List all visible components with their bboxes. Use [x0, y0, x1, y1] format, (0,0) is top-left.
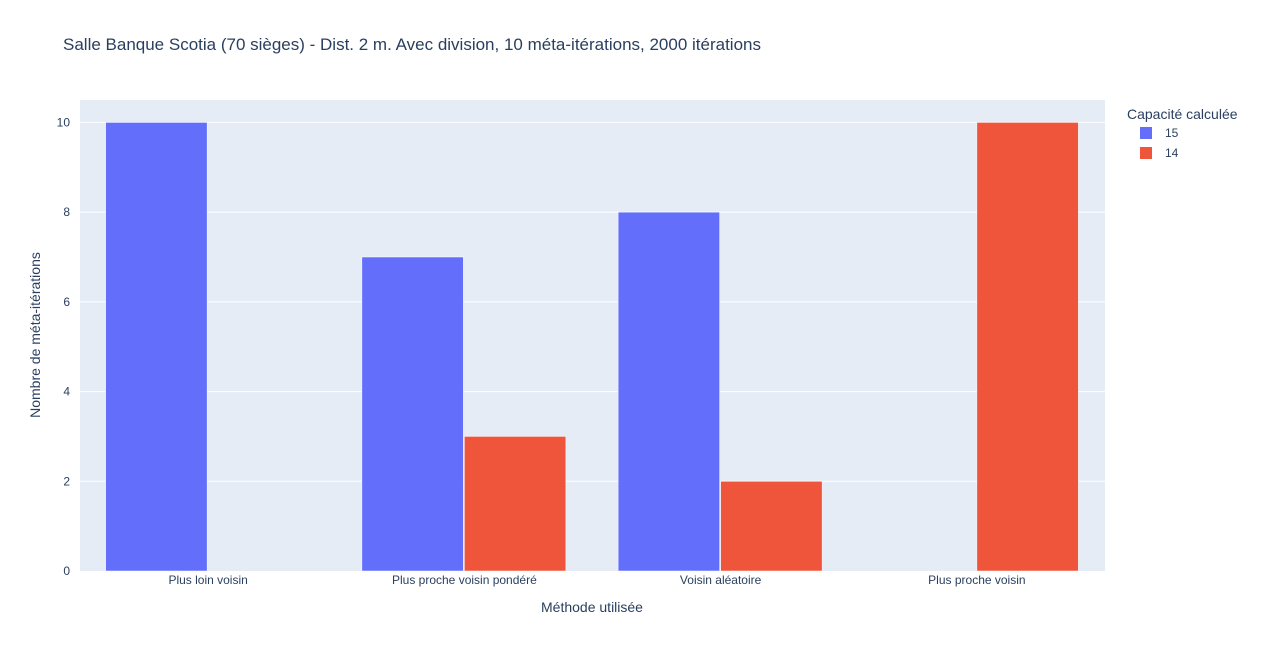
bar-series-15-0[interactable] [105, 122, 208, 572]
legend-swatch-14[interactable] [1140, 147, 1152, 159]
x-axis-ticks: Plus loin voisin Plus proche voisin pondé… [168, 573, 1025, 587]
x-axis-title: Méthode utilisée [541, 599, 643, 615]
legend-label-15[interactable]: 15 [1165, 126, 1179, 140]
chart-title: Salle Banque Scotia (70 sièges) - Dist. … [63, 35, 761, 54]
y-tick-label: 10 [57, 115, 71, 129]
gridlines [80, 121, 1105, 482]
bar-series-15-1[interactable] [361, 256, 464, 572]
bar-series-14-3[interactable] [976, 122, 1079, 572]
x-tick-label: Plus loin voisin [168, 573, 247, 587]
bars [105, 122, 1079, 572]
bar-series-14-2[interactable] [720, 481, 823, 572]
plot-area [80, 100, 1105, 571]
y-tick-label: 2 [63, 474, 70, 488]
x-tick-label: Voisin aléatoire [680, 573, 762, 587]
bar-series-14-1[interactable] [464, 436, 567, 572]
legend-swatch-15[interactable] [1140, 127, 1152, 139]
legend-label-14[interactable]: 14 [1165, 146, 1179, 160]
legend-title: Capacité calculée [1127, 106, 1238, 122]
y-tick-label: 8 [63, 205, 70, 219]
y-axis-ticks: 0 2 4 6 8 10 [57, 115, 71, 578]
bar-series-15-2[interactable] [617, 211, 720, 572]
legend: Capacité calculée 15 14 [1127, 106, 1238, 160]
y-tick-label: 6 [63, 295, 70, 309]
x-tick-label: Plus proche voisin [928, 573, 1025, 587]
y-tick-label: 4 [63, 385, 70, 399]
x-tick-label: Plus proche voisin pondéré [392, 573, 537, 587]
y-tick-label: 0 [63, 564, 70, 578]
y-axis-title: Nombre de méta-itérations [27, 252, 43, 418]
